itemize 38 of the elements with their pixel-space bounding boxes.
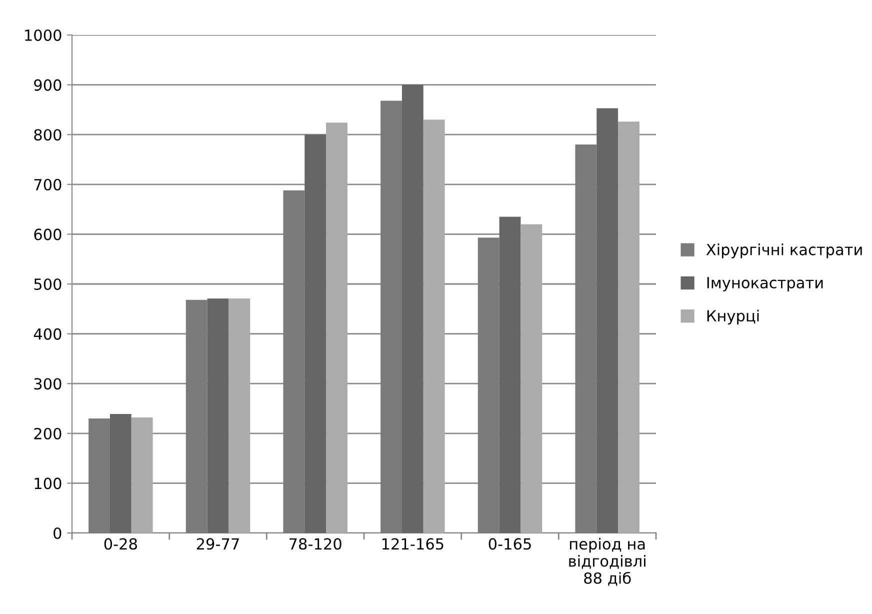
legend-label: Кнурці — [707, 310, 759, 325]
legend-label: Імунокастрати — [707, 277, 823, 292]
x-tick-label: період на відгодівлі 88 діб — [569, 538, 646, 586]
bar — [596, 108, 618, 533]
bar — [618, 122, 640, 533]
bar — [186, 300, 208, 533]
x-tick-label: 121-165 — [382, 538, 444, 550]
bar — [520, 224, 542, 533]
y-tick-label: 700 — [34, 178, 62, 190]
y-tick-label: 900 — [34, 79, 62, 91]
y-tick-label: 400 — [34, 328, 62, 340]
y-tick-label: 100 — [34, 478, 62, 490]
bar — [207, 298, 229, 533]
y-tick-label: 800 — [34, 129, 62, 141]
y-tick-label: 0 — [54, 527, 62, 540]
bar — [88, 418, 110, 533]
x-tick-label: 0-28 — [104, 538, 137, 550]
y-tick-label: 1000 — [25, 29, 62, 42]
x-tick-label: 78-120 — [290, 538, 342, 550]
y-tick-label: 500 — [34, 278, 62, 290]
legend-label: Хірургічні кастрати — [706, 243, 862, 258]
y-tick-label: 200 — [34, 428, 62, 440]
bar — [283, 190, 305, 533]
y-tick-label: 600 — [34, 228, 62, 240]
bar — [423, 120, 445, 533]
bar — [304, 134, 326, 533]
bar — [131, 417, 153, 533]
x-tick-label: 0-165 — [488, 538, 531, 550]
bar — [110, 414, 132, 533]
bar — [575, 144, 597, 533]
bar — [478, 238, 500, 533]
y-tick-label: 300 — [34, 378, 62, 390]
bar — [326, 122, 348, 533]
bar — [380, 100, 402, 533]
x-tick-label: 29-77 — [196, 538, 239, 550]
bar — [228, 298, 250, 533]
bar — [402, 84, 424, 533]
bar — [499, 216, 521, 533]
